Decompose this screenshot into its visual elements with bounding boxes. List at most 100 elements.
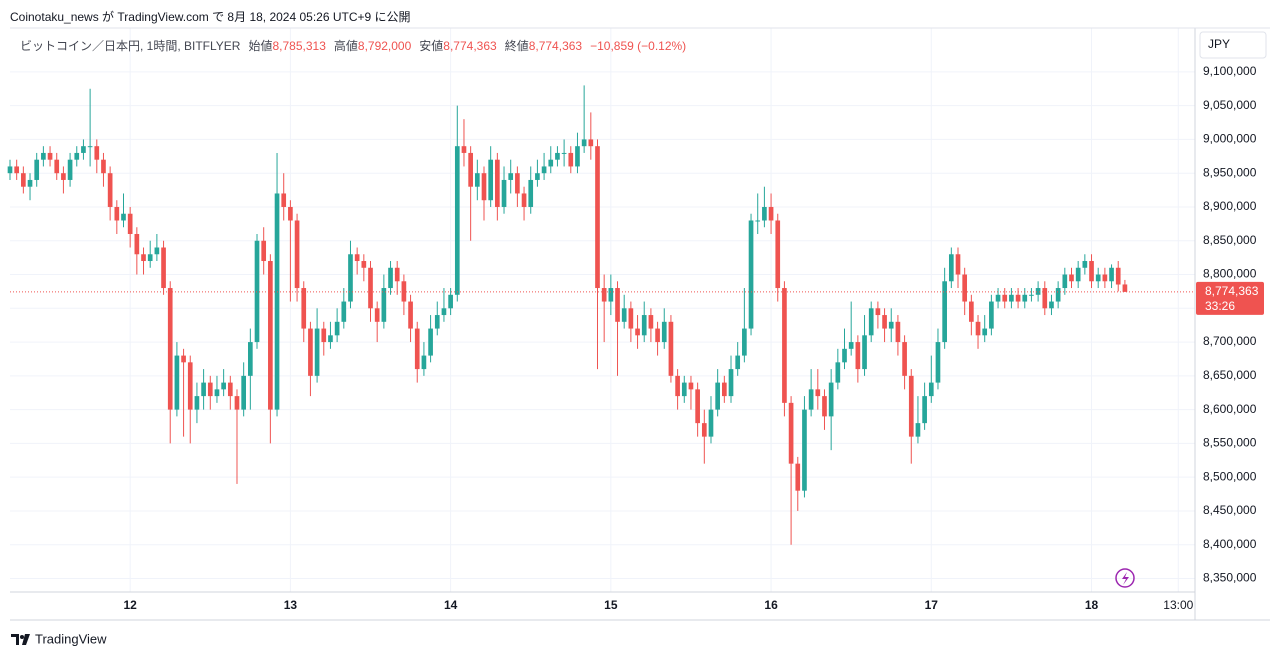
candle-body — [775, 220, 781, 289]
candle-body — [635, 328, 640, 336]
candle-body — [908, 375, 914, 437]
candle-body — [501, 179, 507, 207]
candle-body — [895, 321, 901, 343]
candle-body — [481, 173, 487, 201]
candle-body — [141, 254, 146, 262]
candle-body — [855, 342, 861, 370]
candle-body — [1062, 274, 1068, 289]
candle-body — [408, 301, 413, 329]
candle-body — [655, 328, 660, 343]
candle-body — [815, 389, 821, 397]
candle-body — [488, 159, 494, 201]
high-value: 8,792,000 — [357, 39, 412, 53]
candle-body — [461, 146, 467, 153]
y-tick-label: 8,700,000 — [1203, 334, 1257, 348]
candle-body — [1069, 274, 1074, 282]
change: −10,859 (−0.12%) — [590, 39, 687, 53]
low-label: 安値 — [419, 39, 444, 53]
candle-body — [935, 342, 941, 383]
legend: ビットコイン／日本円, 1時間, BITFLYER 始値8,785,313 高値8,… — [20, 37, 686, 54]
candle-body — [107, 173, 113, 207]
candle-body — [581, 139, 587, 147]
currency-box[interactable] — [1199, 31, 1267, 59]
candle-body — [221, 382, 226, 390]
candle-body — [54, 159, 60, 174]
candle-body — [548, 159, 554, 167]
candle-body — [621, 308, 627, 322]
candle-body — [795, 463, 801, 491]
alert-icon[interactable] — [1115, 568, 1135, 588]
candle-body — [882, 315, 887, 329]
candle-body — [888, 321, 894, 329]
candle-body — [234, 396, 240, 410]
candle-body — [421, 355, 427, 370]
candle-body — [628, 308, 634, 329]
close-value: 8,774,363 — [528, 39, 583, 53]
candle-body — [782, 288, 787, 403]
x-tick-label: 14 — [444, 598, 458, 612]
candle-body — [915, 423, 921, 437]
candle-body — [121, 213, 126, 221]
candle-body — [982, 328, 988, 336]
candle-body — [47, 152, 53, 160]
candle-body — [127, 213, 133, 234]
candle-body — [768, 206, 774, 221]
candle-body — [154, 247, 160, 255]
candle-body — [969, 301, 974, 322]
symbol: ビットコイン／日本円, 1時間, BITFLYER — [20, 39, 241, 53]
candle-body — [995, 294, 1001, 302]
candle-body — [94, 146, 100, 160]
candle-body — [74, 152, 80, 160]
candle-body — [735, 355, 741, 370]
y-tick-label: 9,100,000 — [1203, 64, 1257, 78]
candle-body — [388, 267, 393, 289]
candle-body — [1015, 294, 1021, 302]
candle-body — [762, 206, 767, 221]
candle-body — [14, 166, 20, 174]
candle-body — [1029, 294, 1034, 296]
candle-body — [294, 220, 300, 289]
candle-body — [448, 294, 453, 309]
candle-body — [535, 173, 540, 180]
candle-body — [187, 362, 193, 410]
candle-body — [748, 220, 754, 329]
open-label: 始値 — [248, 39, 273, 53]
candle-body — [1009, 294, 1014, 302]
candle-body — [201, 382, 206, 397]
candle-body — [181, 355, 186, 363]
candle-body — [708, 409, 714, 437]
candle-body — [1109, 267, 1114, 282]
alert-bolt — [1122, 572, 1129, 585]
y-tick-label: 8,400,000 — [1203, 537, 1257, 551]
candle-body — [1002, 294, 1008, 302]
candle-body — [381, 288, 387, 322]
candle-body — [34, 159, 40, 180]
candle-body — [321, 328, 327, 343]
candle-body — [354, 254, 360, 262]
candle-body — [862, 335, 867, 370]
candle-body — [681, 382, 687, 397]
candle-body — [695, 389, 700, 424]
candle-body — [875, 308, 881, 316]
candle-body — [1035, 288, 1041, 295]
candle-body — [61, 173, 66, 180]
axis: 8,350,000 8,400,000 8,450,000 8,500,000 8,55… — [123, 64, 1264, 612]
candle-body — [361, 261, 367, 268]
y-tick-label: 8,550,000 — [1203, 436, 1257, 450]
candle-body — [281, 193, 287, 207]
candle-body — [334, 321, 340, 336]
candle-body — [742, 328, 747, 356]
candle-body — [842, 348, 847, 363]
candle-body — [802, 409, 807, 491]
candle-body — [161, 247, 166, 289]
candle-body — [474, 173, 480, 187]
candle-body — [568, 152, 574, 167]
candle-body — [615, 288, 620, 322]
candle-body — [722, 382, 727, 397]
candle-body — [942, 281, 947, 343]
candle-body — [348, 254, 353, 302]
price-badge — [1196, 281, 1264, 315]
candle-body — [81, 146, 86, 153]
